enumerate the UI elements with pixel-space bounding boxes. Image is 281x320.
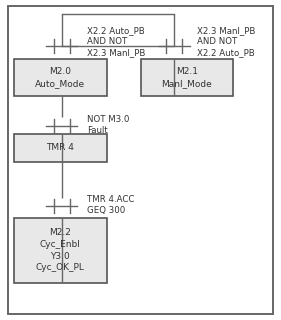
Text: M2.2
Cyc_Enbl
Y3.0
Cyc_OK_PL: M2.2 Cyc_Enbl Y3.0 Cyc_OK_PL bbox=[36, 228, 85, 272]
FancyBboxPatch shape bbox=[14, 59, 107, 96]
FancyBboxPatch shape bbox=[14, 218, 107, 283]
Text: TMR 4: TMR 4 bbox=[46, 143, 74, 152]
Text: TMR 4.ACC
GEQ 300: TMR 4.ACC GEQ 300 bbox=[87, 196, 135, 215]
Text: X2.3 Manl_PB
AND NOT
X2.2 Auto_PB: X2.3 Manl_PB AND NOT X2.2 Auto_PB bbox=[197, 26, 255, 57]
FancyBboxPatch shape bbox=[140, 59, 233, 96]
FancyBboxPatch shape bbox=[14, 134, 107, 162]
Text: X2.2 Auto_PB
AND NOT
X2.3 Manl_PB: X2.2 Auto_PB AND NOT X2.3 Manl_PB bbox=[87, 26, 146, 57]
Text: NOT M3.0
Fault: NOT M3.0 Fault bbox=[87, 116, 130, 135]
Text: M2.1
Manl_Mode: M2.1 Manl_Mode bbox=[162, 67, 212, 88]
Text: M2.0
Auto_Mode: M2.0 Auto_Mode bbox=[35, 67, 85, 88]
FancyBboxPatch shape bbox=[8, 6, 273, 314]
